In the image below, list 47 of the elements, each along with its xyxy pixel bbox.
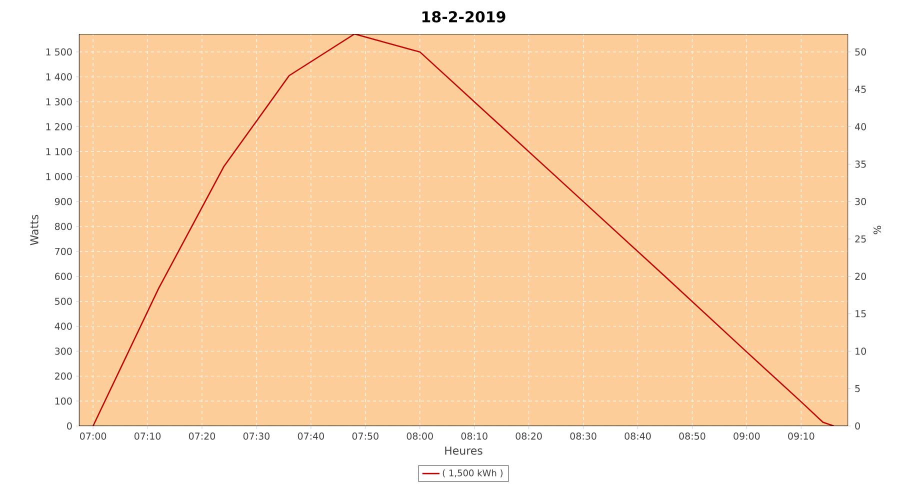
x-tick-label: 07:40 [298,432,324,440]
y2-tick-label: 40 [855,123,866,130]
x-tick-label: 08:00 [406,432,433,440]
y-tick-label: 300 [55,348,72,355]
y-tick-label: 700 [55,248,72,256]
y2-tick-label: 20 [855,272,866,280]
y-tick-label: 1 200 [46,123,72,130]
y2-tick-label: 50 [855,48,866,56]
x-tick-label: 07:50 [352,432,378,440]
y2-tick-label: 0 [855,422,860,430]
y2-tick-label: 30 [855,198,866,206]
y-tick-label: 1 500 [46,48,72,56]
y-tick-label: 500 [55,298,72,305]
y-tick-label: 1 100 [46,148,72,156]
y-tick-label: 1 000 [46,173,72,180]
x-tick-label: 08:20 [516,432,542,440]
y2-tick-label: 5 [855,385,860,392]
x-tick-label: 07:00 [80,432,106,440]
y-tick-label: 100 [55,397,72,405]
x-tick-label: 08:50 [679,432,706,440]
x-tick-label: 08:30 [570,432,596,440]
y2-tick-label: 25 [855,235,866,243]
y-tick-label: 900 [54,198,72,206]
y2-tick-label: 10 [856,348,866,355]
x-tick-label: 07:10 [134,432,161,440]
legend-label: ( 1,500 kWh ) [442,469,503,478]
y2-tick-label: 15 [856,310,866,318]
y-tick-label: 1 400 [46,73,72,80]
y-tick-label: 400 [54,322,72,330]
y2-tick-label: 35 [855,160,866,168]
x-tick-label: 09:10 [788,432,814,440]
x-tick-label: 09:00 [734,432,760,440]
x-axis-title: Heures [445,446,482,455]
y-tick-label: 600 [55,272,72,280]
x-tick-label: 07:20 [188,432,216,440]
y-tick-label: 800 [54,222,72,230]
y-tick-label: 1 300 [46,98,72,106]
y-tick-label: 0 [67,422,72,430]
line-series [92,34,834,426]
chart-title: 18-2-2019 [422,11,506,22]
y-axis-title: Watts [30,214,38,246]
x-tick-label: 07:30 [243,432,270,440]
y2-tick-label: 45 [855,86,866,93]
x-tick-label: 08:40 [624,432,651,440]
x-tick-label: 08:10 [461,432,488,440]
y-tick-label: 200 [55,372,72,380]
y2-axis-title: % [873,226,882,234]
